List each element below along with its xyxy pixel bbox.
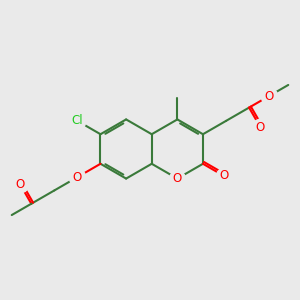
Text: O: O [219, 169, 228, 182]
Text: Cl: Cl [72, 114, 83, 128]
Text: O: O [264, 90, 273, 103]
Text: O: O [73, 171, 82, 184]
Text: O: O [15, 178, 25, 190]
Text: O: O [256, 121, 265, 134]
Text: O: O [173, 172, 182, 185]
